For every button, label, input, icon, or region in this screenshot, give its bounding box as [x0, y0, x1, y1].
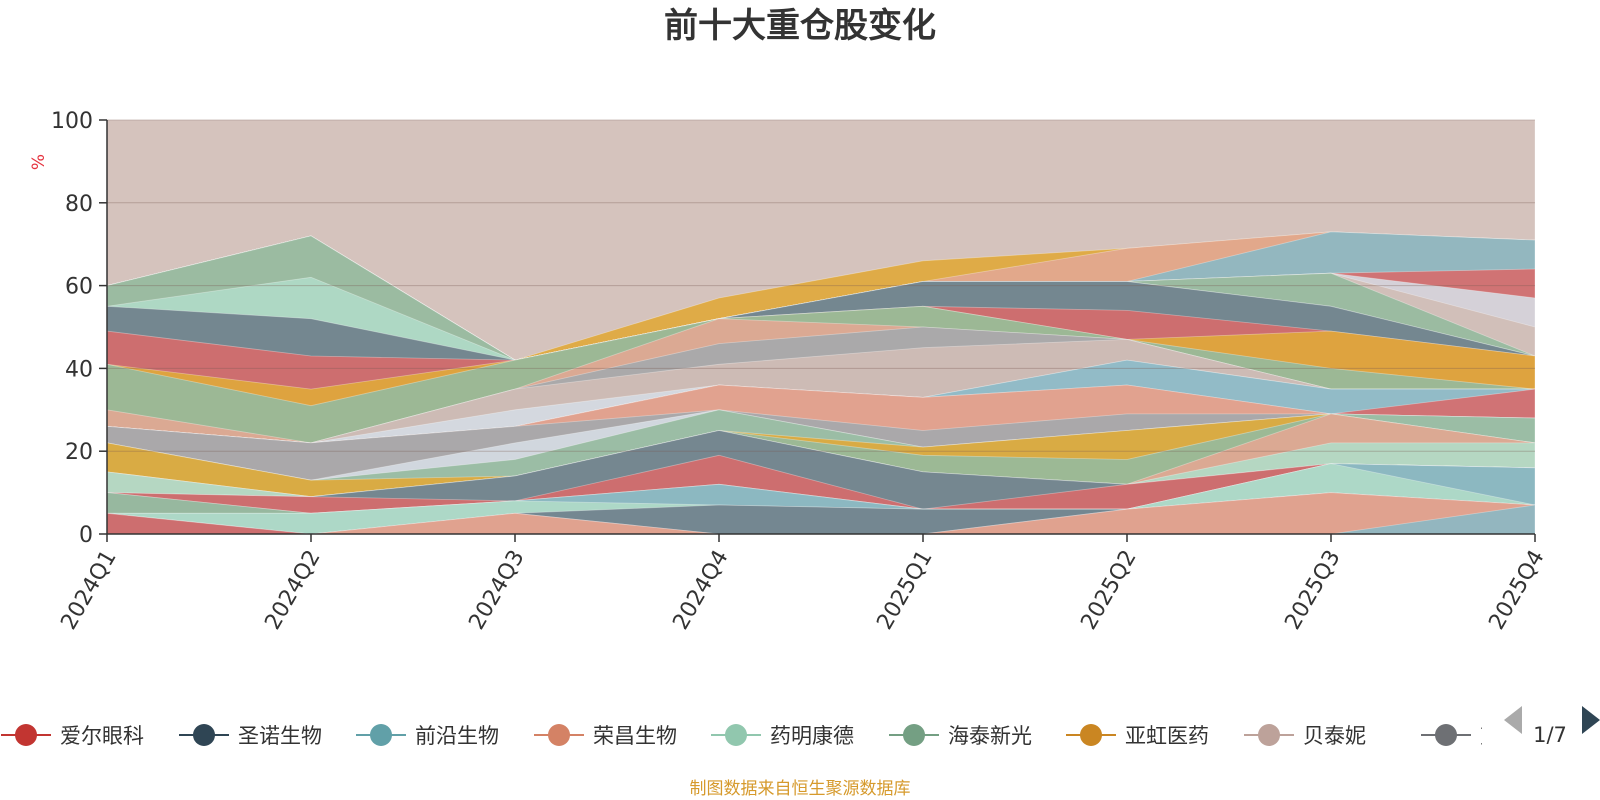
- legend-item[interactable]: 前沿生物: [356, 724, 499, 748]
- area-layers: [106, 119, 1536, 535]
- legend-item[interactable]: 贝泰妮: [1244, 724, 1366, 748]
- legend-circle-icon: [725, 724, 747, 746]
- legend-label: 艾: [1480, 724, 1501, 748]
- data-source-note: 制图数据来自恒生聚源数据库: [690, 779, 911, 799]
- legend-label: 荣昌生物: [593, 724, 677, 748]
- x-tick-label: 2025Q1: [872, 546, 937, 634]
- legend-prev-page-icon[interactable]: [1504, 706, 1522, 734]
- legend-item[interactable]: 艾: [1421, 724, 1501, 748]
- x-tick-label: 2024Q4: [668, 546, 733, 634]
- legend: 爱尔眼科 圣诺生物 前沿生物 荣昌生物 药明康德 海泰新光 亚虹医药 贝泰妮 艾: [1, 724, 1501, 748]
- legend-circle-icon: [15, 724, 37, 746]
- x-tick-label: 2024Q2: [260, 546, 325, 634]
- legend-label: 亚虹医药: [1125, 724, 1209, 748]
- legend-item[interactable]: 圣诺生物: [179, 724, 322, 748]
- legend-item[interactable]: 爱尔眼科: [1, 724, 144, 748]
- legend-items: 爱尔眼科 圣诺生物 前沿生物 荣昌生物 药明康德 海泰新光 亚虹医药 贝泰妮 艾: [1, 724, 1501, 748]
- y-tick-label: 40: [65, 357, 93, 382]
- legend-circle-icon: [1258, 724, 1280, 746]
- legend-circle-icon: [903, 724, 925, 746]
- legend-item[interactable]: 荣昌生物: [534, 724, 677, 748]
- x-tick-label: 2025Q4: [1484, 546, 1549, 634]
- legend-label: 爱尔眼科: [60, 724, 144, 748]
- legend-circle-icon: [1080, 724, 1102, 746]
- x-tick-label: 2025Q2: [1076, 546, 1141, 634]
- y-tick-label: 0: [79, 523, 93, 548]
- gridlines: [107, 119, 1535, 452]
- y-tick-label: 60: [65, 275, 93, 300]
- legend-circle-icon: [370, 724, 392, 746]
- x-tick-label: 2024Q3: [464, 546, 529, 634]
- legend-pager: 1/7: [1504, 706, 1600, 747]
- legend-circle-icon: [193, 724, 215, 746]
- legend-label: 圣诺生物: [238, 724, 322, 748]
- legend-label: 贝泰妮: [1303, 724, 1366, 748]
- legend-page-indicator: 1/7: [1533, 723, 1567, 747]
- chart-title: 前十大重仓股变化: [664, 6, 936, 46]
- x-tick-label: 2024Q1: [56, 546, 121, 634]
- y-tick-label: 20: [65, 440, 93, 465]
- x-tick-label: 2025Q3: [1280, 546, 1345, 634]
- y-axis-unit: %: [29, 154, 49, 170]
- legend-item[interactable]: 亚虹医药: [1066, 724, 1209, 748]
- legend-label: 前沿生物: [415, 724, 499, 748]
- legend-label: 药明康德: [770, 724, 854, 748]
- legend-label: 海泰新光: [948, 724, 1032, 748]
- legend-item[interactable]: 药明康德: [711, 724, 854, 748]
- y-tick-label: 100: [51, 109, 93, 134]
- y-tick-label: 80: [65, 192, 93, 217]
- legend-item[interactable]: 海泰新光: [889, 724, 1032, 748]
- legend-circle-icon: [548, 724, 570, 746]
- legend-circle-icon: [1435, 724, 1457, 746]
- legend-next-page-icon[interactable]: [1582, 706, 1600, 734]
